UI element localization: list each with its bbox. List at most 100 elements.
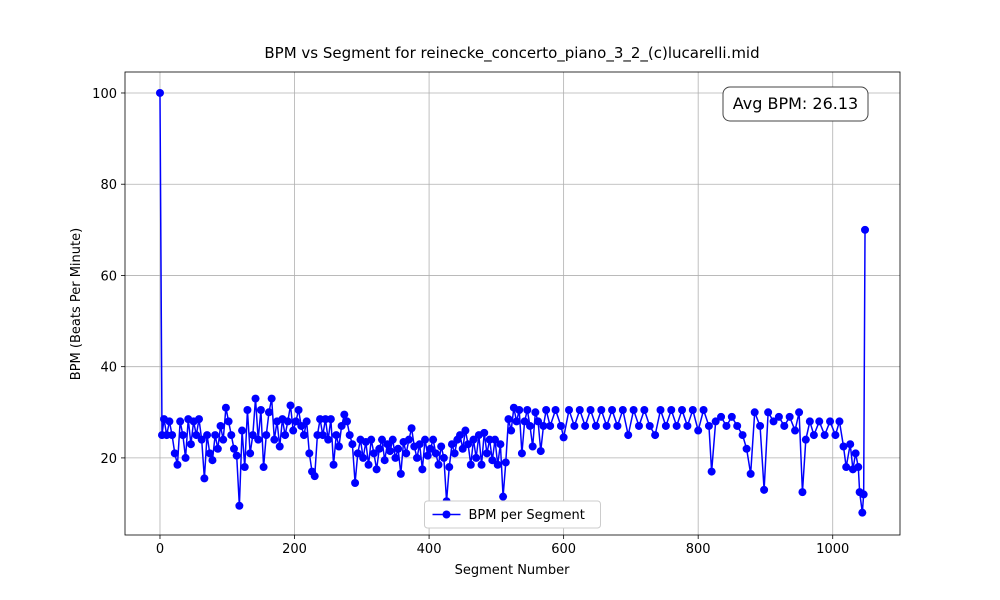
data-point [243, 406, 252, 415]
data-point [318, 431, 327, 440]
data-point [858, 508, 867, 517]
data-point [795, 408, 804, 417]
data-point [842, 463, 851, 472]
data-point [445, 463, 454, 472]
data-point [861, 225, 870, 234]
data-point [211, 431, 220, 440]
data-point [798, 488, 807, 497]
data-point [178, 431, 187, 440]
data-point [536, 447, 545, 456]
data-point [251, 394, 260, 403]
legend-label: BPM per Segment [469, 508, 585, 523]
data-point [248, 431, 257, 440]
data-point [839, 442, 848, 451]
data-point [466, 460, 475, 469]
data-point [165, 417, 174, 426]
data-point [531, 408, 540, 417]
data-point [302, 417, 311, 426]
y-tick-label: 80 [100, 178, 117, 193]
data-point [334, 442, 343, 451]
data-point [539, 421, 548, 430]
annotation: Avg BPM: 26.13 [733, 94, 858, 113]
data-point [380, 456, 389, 465]
data-point [240, 463, 249, 472]
data-point [283, 417, 292, 426]
x-tick-label: 800 [686, 542, 711, 557]
data-point [340, 410, 349, 419]
data-point [742, 444, 751, 453]
data-point [450, 449, 459, 458]
data-point [337, 421, 346, 430]
data-point [305, 449, 314, 458]
data-point [711, 417, 720, 426]
data-point [565, 406, 574, 415]
data-point [372, 465, 381, 474]
data-point [556, 421, 565, 430]
data-point [809, 431, 818, 440]
data-point [496, 440, 505, 449]
x-tick-label: 600 [551, 542, 576, 557]
data-point [299, 431, 308, 440]
data-point [586, 406, 595, 415]
data-point [216, 421, 225, 430]
data-point [461, 426, 470, 435]
data-point [688, 406, 697, 415]
data-point [377, 435, 386, 444]
data-point [383, 440, 392, 449]
data-point [581, 421, 590, 430]
data-point [826, 417, 835, 426]
data-point [774, 412, 783, 421]
y-tick-label: 100 [92, 87, 117, 102]
x-axis-label: Segment Number [455, 563, 571, 578]
data-point [546, 421, 555, 430]
x-tick-label: 1000 [816, 542, 849, 557]
data-point [391, 453, 400, 462]
data-point [294, 406, 303, 415]
data-point [846, 440, 855, 449]
data-point [208, 456, 217, 465]
data-point [329, 460, 338, 469]
data-point [815, 417, 824, 426]
y-tick-label: 40 [100, 361, 117, 376]
data-point [332, 431, 341, 440]
data-point [640, 406, 649, 415]
data-point [429, 435, 438, 444]
data-point [203, 431, 212, 440]
data-point [359, 453, 368, 462]
data-point [801, 435, 810, 444]
data-point [851, 449, 860, 458]
data-point [528, 442, 537, 451]
data-point [738, 431, 747, 440]
data-point [472, 453, 481, 462]
data-point [491, 435, 500, 444]
data-point [375, 444, 384, 453]
data-point [437, 442, 446, 451]
data-point [542, 406, 551, 415]
data-point [769, 417, 778, 426]
data-point [447, 440, 456, 449]
data-point [195, 415, 204, 424]
data-point [219, 435, 228, 444]
data-point [394, 444, 403, 453]
data-point [477, 460, 486, 469]
data-point [656, 406, 665, 415]
data-point [523, 406, 532, 415]
data-point [707, 467, 716, 476]
data-point [859, 490, 868, 499]
data-point [168, 431, 177, 440]
data-point [480, 428, 489, 437]
data-point [404, 435, 413, 444]
data-point [785, 412, 794, 421]
data-point [224, 417, 233, 426]
data-point [353, 449, 362, 458]
data-point [488, 456, 497, 465]
data-point [345, 431, 354, 440]
y-tick-label: 60 [100, 269, 117, 284]
data-point [678, 406, 687, 415]
data-point [512, 417, 521, 426]
data-point [520, 417, 529, 426]
data-point [310, 472, 319, 481]
data-point [482, 449, 491, 458]
